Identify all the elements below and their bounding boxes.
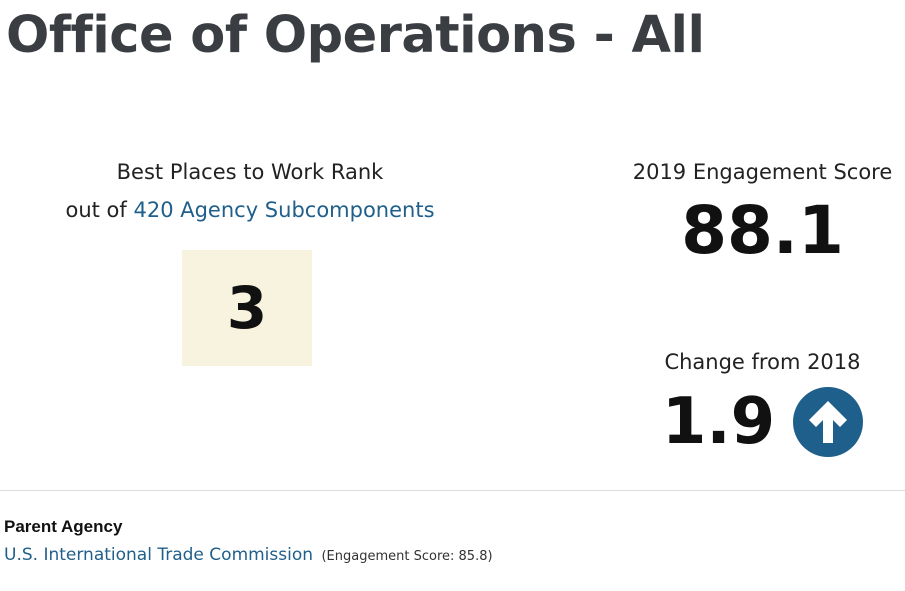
rank-sublabel-prefix: out of (65, 198, 127, 222)
parent-agency-link[interactable]: U.S. International Trade Commission (4, 545, 314, 565)
parent-agency-row: U.S. International Trade Commission (Eng… (4, 545, 493, 565)
change-block: Change from 2018 1.9 (610, 345, 905, 457)
engagement-block: 2019 Engagement Score 88.1 (610, 155, 905, 271)
parent-engagement-score: (Engagement Score: 85.8) (321, 549, 493, 564)
page-title: Office of Operations - All (6, 6, 705, 65)
engagement-score-value: 88.1 (681, 192, 844, 269)
rank-label-block: Best Places to Work Rank out of 420 Agen… (30, 155, 470, 231)
arrow-up-icon (793, 387, 864, 457)
agency-subcomponents-link[interactable]: 420 Agency Subcomponents (133, 198, 435, 222)
section-divider (0, 490, 905, 491)
change-row: 1.9 (610, 387, 905, 457)
change-value: 1.9 (661, 385, 776, 459)
rank-sublabel: out of 420 Agency Subcomponents (30, 189, 470, 231)
rank-box: 3 (182, 250, 312, 366)
rank-label: Best Places to Work Rank (116, 160, 384, 184)
parent-agency-heading: Parent Agency (4, 517, 123, 536)
engagement-score-label: 2019 Engagement Score (632, 160, 893, 184)
change-label: Change from 2018 (664, 350, 861, 374)
rank-value: 3 (226, 274, 268, 342)
